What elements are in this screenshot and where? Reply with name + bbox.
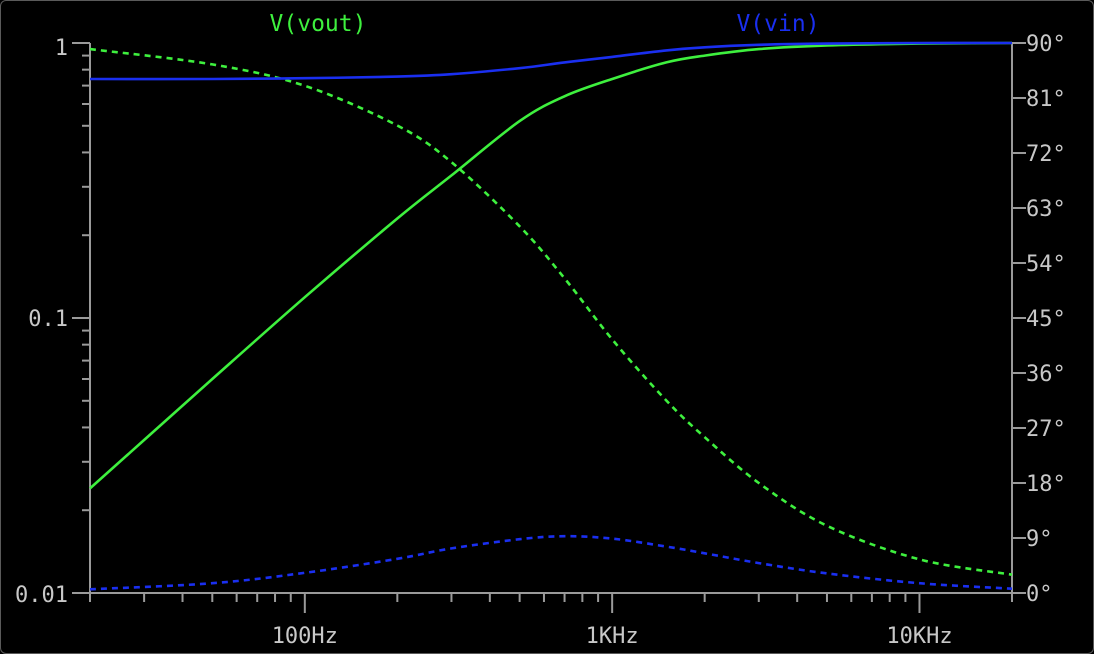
x-tick-label: 1KHz [586, 624, 639, 649]
tick-labels: 100Hz 1KHz 10KHz 1 0.1 0.01 90° 81° 72° 63° 54° 45°… [15, 32, 1066, 649]
legend-entry: V(vout) [270, 11, 367, 37]
y-right-tick-label: 72° [1026, 142, 1066, 167]
y-right-tick-label: 90° [1026, 32, 1066, 57]
y-right-tick-label: 27° [1026, 417, 1066, 442]
axes [89, 43, 1013, 594]
y-right-tick-label: 54° [1026, 252, 1066, 277]
legend: V(vout) V(vin) [270, 11, 820, 37]
y-right-tick-label: 45° [1026, 307, 1066, 332]
y-right-tick-label: 63° [1026, 197, 1066, 222]
v-vout-magnitude-curve [89, 41, 1013, 490]
curves [89, 41, 1013, 591]
v-vin-magnitude-curve [89, 41, 1013, 81]
y-left-tick-label: 0.1 [28, 307, 68, 332]
x-tick-label: 10KHz [886, 624, 952, 649]
ticks [72, 42, 1026, 613]
y-right-tick-label: 36° [1026, 362, 1066, 387]
v-vin-phase-curve [89, 534, 1013, 591]
y-right-tick-label: 18° [1026, 472, 1066, 497]
legend-entry: V(vin) [736, 11, 819, 37]
y-left-tick-label: 1 [55, 36, 68, 61]
y-right-tick-label: 9° [1026, 527, 1053, 552]
y-left-tick-label: 0.01 [15, 583, 68, 608]
y-right-tick-label: 0° [1026, 582, 1053, 607]
y-right-tick-label: 81° [1026, 87, 1066, 112]
x-tick-label: 100Hz [272, 624, 338, 649]
v-vout-phase-curve [89, 47, 1013, 576]
